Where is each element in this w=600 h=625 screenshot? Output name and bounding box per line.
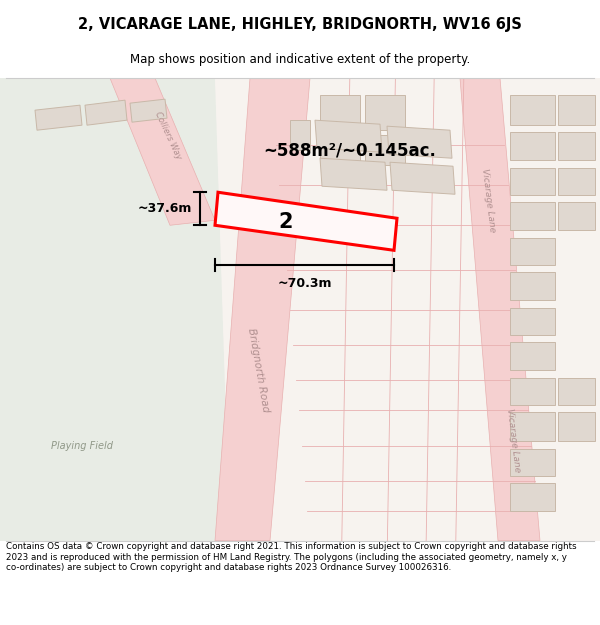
Polygon shape bbox=[510, 412, 555, 441]
Polygon shape bbox=[365, 95, 405, 130]
Polygon shape bbox=[320, 95, 360, 130]
Text: ~70.3m: ~70.3m bbox=[277, 278, 332, 291]
Polygon shape bbox=[215, 192, 397, 250]
Polygon shape bbox=[460, 78, 540, 541]
Polygon shape bbox=[510, 449, 555, 476]
Polygon shape bbox=[558, 168, 595, 195]
Polygon shape bbox=[365, 135, 405, 165]
Polygon shape bbox=[387, 126, 452, 158]
Polygon shape bbox=[315, 120, 382, 152]
Polygon shape bbox=[290, 120, 310, 150]
Text: Playing Field: Playing Field bbox=[51, 441, 113, 451]
Polygon shape bbox=[558, 132, 595, 160]
Text: Vicarage Lane: Vicarage Lane bbox=[505, 408, 521, 473]
Text: 2: 2 bbox=[279, 211, 293, 231]
Polygon shape bbox=[320, 158, 387, 190]
Polygon shape bbox=[510, 168, 555, 195]
Text: Vicarage Lane: Vicarage Lane bbox=[479, 168, 496, 232]
Polygon shape bbox=[558, 379, 595, 406]
Polygon shape bbox=[510, 482, 555, 511]
Polygon shape bbox=[110, 78, 215, 225]
Polygon shape bbox=[558, 202, 595, 230]
Polygon shape bbox=[130, 99, 167, 122]
Polygon shape bbox=[510, 308, 555, 336]
Text: Bridgnorth Road: Bridgnorth Road bbox=[245, 328, 271, 413]
Polygon shape bbox=[85, 100, 127, 125]
Polygon shape bbox=[558, 412, 595, 441]
Text: Colliers Way: Colliers Way bbox=[153, 110, 183, 161]
Polygon shape bbox=[510, 272, 555, 301]
Polygon shape bbox=[0, 78, 230, 541]
Polygon shape bbox=[510, 95, 555, 125]
Text: 2, VICARAGE LANE, HIGHLEY, BRIDGNORTH, WV16 6JS: 2, VICARAGE LANE, HIGHLEY, BRIDGNORTH, W… bbox=[78, 17, 522, 32]
Polygon shape bbox=[510, 379, 555, 406]
Polygon shape bbox=[510, 202, 555, 230]
Polygon shape bbox=[558, 95, 595, 125]
Polygon shape bbox=[35, 105, 82, 130]
Polygon shape bbox=[510, 342, 555, 371]
Polygon shape bbox=[320, 135, 360, 165]
Text: ~37.6m: ~37.6m bbox=[137, 202, 192, 215]
Polygon shape bbox=[390, 162, 455, 194]
Polygon shape bbox=[215, 78, 600, 541]
Polygon shape bbox=[510, 132, 555, 160]
Text: Map shows position and indicative extent of the property.: Map shows position and indicative extent… bbox=[130, 53, 470, 66]
Polygon shape bbox=[510, 238, 555, 266]
Polygon shape bbox=[215, 78, 310, 541]
Text: Contains OS data © Crown copyright and database right 2021. This information is : Contains OS data © Crown copyright and d… bbox=[6, 542, 577, 572]
Text: ~588m²/~0.145ac.: ~588m²/~0.145ac. bbox=[263, 141, 436, 159]
